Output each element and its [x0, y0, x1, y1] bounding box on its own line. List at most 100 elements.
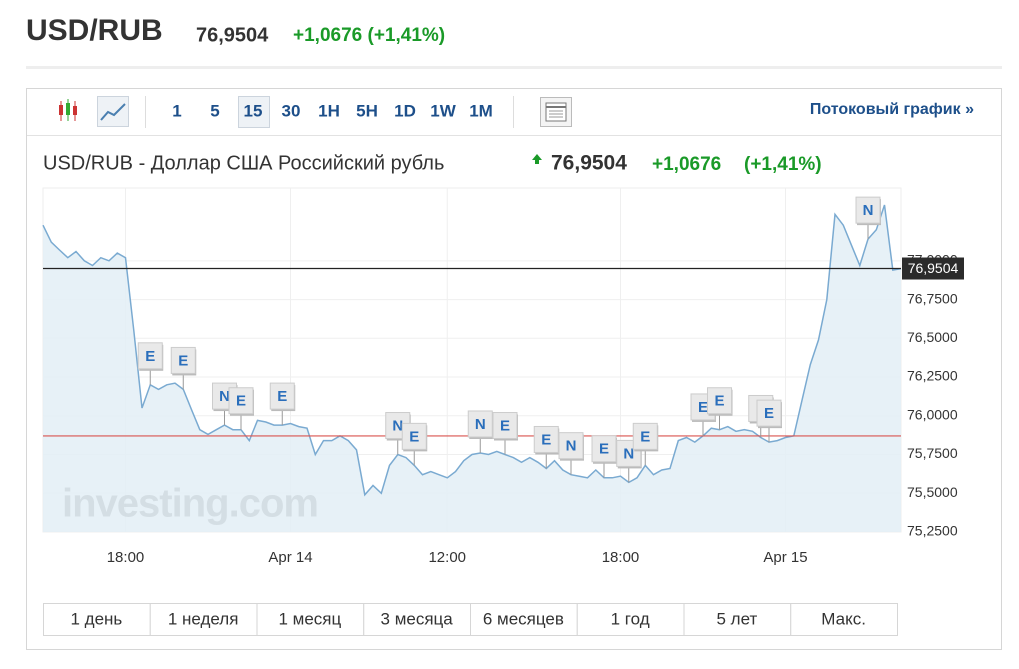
range-button[interactable]: 1 месяц [278, 609, 341, 628]
event-box [707, 387, 732, 415]
y-tick-label: 75,2500 [907, 523, 958, 539]
last-price-label: 76,9504 [908, 260, 959, 276]
event-flag[interactable]: N [467, 410, 494, 453]
event-box [756, 399, 782, 427]
event-label: E [698, 399, 708, 416]
interval-button[interactable]: 1D [394, 101, 416, 120]
header-price: 76,9504 [196, 24, 269, 46]
event-flag[interactable]: E [533, 425, 560, 469]
event-flag[interactable]: E [756, 399, 782, 443]
event-flag[interactable]: E [269, 382, 296, 426]
event-box [269, 382, 295, 410]
range-button[interactable]: Макс. [821, 609, 866, 628]
range-cell[interactable] [43, 603, 151, 636]
event-flag[interactable]: N [558, 432, 584, 475]
price-area [43, 205, 901, 532]
interval-button[interactable]: 1H [318, 101, 340, 120]
event-flag[interactable]: E [492, 412, 518, 455]
last-price-box [902, 257, 964, 280]
stream-chart-link[interactable]: Потоковый график » [810, 101, 974, 118]
header-change: +1,0676 (+1,41%) [293, 25, 445, 46]
event-box [591, 435, 617, 463]
y-tick-label: 76,0000 [907, 406, 958, 422]
event-label: E [409, 428, 419, 445]
event-box [855, 196, 881, 224]
range-button[interactable]: 3 месяца [381, 609, 454, 628]
event-label: E [764, 405, 774, 422]
event-flag[interactable]: E [170, 346, 197, 390]
range-cell[interactable] [149, 603, 258, 636]
interval-button[interactable]: 1M [469, 101, 493, 120]
event-flag[interactable]: E [401, 422, 428, 466]
interval-button[interactable]: 5H [356, 101, 378, 120]
y-tick-label: 76,5000 [907, 329, 958, 345]
range-button[interactable]: 6 месяцев [483, 609, 564, 628]
event-flag[interactable]: N [385, 412, 411, 455]
event-label: E [145, 348, 155, 365]
interval-button[interactable]: 1 [172, 101, 181, 120]
event-flag[interactable]: E [137, 342, 164, 385]
range-button[interactable]: 1 день [70, 609, 122, 628]
event-label: E [277, 388, 287, 405]
event-label: E [640, 428, 650, 445]
y-tick-label: 75,7500 [907, 445, 958, 461]
event-box [632, 422, 658, 450]
range-cell[interactable] [790, 603, 898, 636]
x-tick-label: Apr 15 [763, 549, 807, 566]
range-cell[interactable] [363, 603, 471, 636]
header-divider [26, 66, 1002, 69]
candles-icon[interactable] [59, 99, 77, 121]
x-tick-label: 18:00 [602, 549, 640, 566]
event-label: N [392, 417, 403, 434]
event-box [533, 425, 559, 453]
event-box [137, 342, 163, 370]
event-label: E [714, 393, 724, 410]
event-label: E [500, 417, 510, 434]
y-tick-label: 75,5000 [907, 484, 958, 500]
chart-change: +1,0676 [652, 154, 721, 175]
interval-button[interactable]: 15 [244, 101, 263, 120]
event-label: E [236, 393, 246, 410]
interval-button[interactable]: 1W [430, 101, 456, 120]
range-button[interactable]: 1 неделя [168, 609, 239, 628]
event-flag[interactable]: E [591, 435, 617, 478]
event-label: N [623, 445, 634, 462]
event-box [228, 387, 254, 415]
range-button[interactable]: 5 лет [716, 609, 757, 628]
chart-price: 76,9504 [551, 152, 627, 175]
event-label: N [566, 438, 577, 455]
settings-icon[interactable] [540, 97, 572, 127]
event-label: N [863, 202, 874, 219]
y-tick-label: 76,7500 [907, 290, 958, 306]
event-flag[interactable]: N [855, 196, 881, 240]
interval-selected [238, 96, 270, 128]
event-label: E [599, 441, 609, 458]
event-label: N [475, 416, 486, 433]
chart-title: USD/RUB - Доллар США Российский рубль [43, 152, 444, 174]
x-tick-label: 18:00 [107, 549, 145, 566]
event-box [170, 346, 196, 374]
interval-button[interactable]: 30 [282, 101, 301, 120]
interval-button[interactable]: 5 [210, 101, 219, 120]
event-label: E [541, 431, 551, 448]
event-label: N [219, 388, 230, 405]
event-box [492, 412, 518, 440]
event-box [401, 422, 427, 450]
instrument-title: USD/RUB [26, 14, 163, 47]
event-box [467, 410, 493, 438]
event-flag[interactable]: E [228, 387, 254, 430]
x-tick-label: Apr 14 [268, 549, 312, 566]
event-label: E [178, 352, 188, 369]
event-flag[interactable]: N [616, 439, 642, 483]
up-arrow [532, 154, 542, 164]
y-tick-label: 76,2500 [907, 368, 958, 384]
range-cell[interactable] [576, 603, 685, 636]
event-box [558, 432, 584, 460]
event-flag[interactable]: E [632, 422, 659, 466]
range-button[interactable]: 1 год [611, 609, 650, 628]
event-flag[interactable]: E [707, 387, 733, 430]
range-cell[interactable] [470, 603, 578, 636]
line-chart-icon[interactable] [97, 96, 129, 127]
